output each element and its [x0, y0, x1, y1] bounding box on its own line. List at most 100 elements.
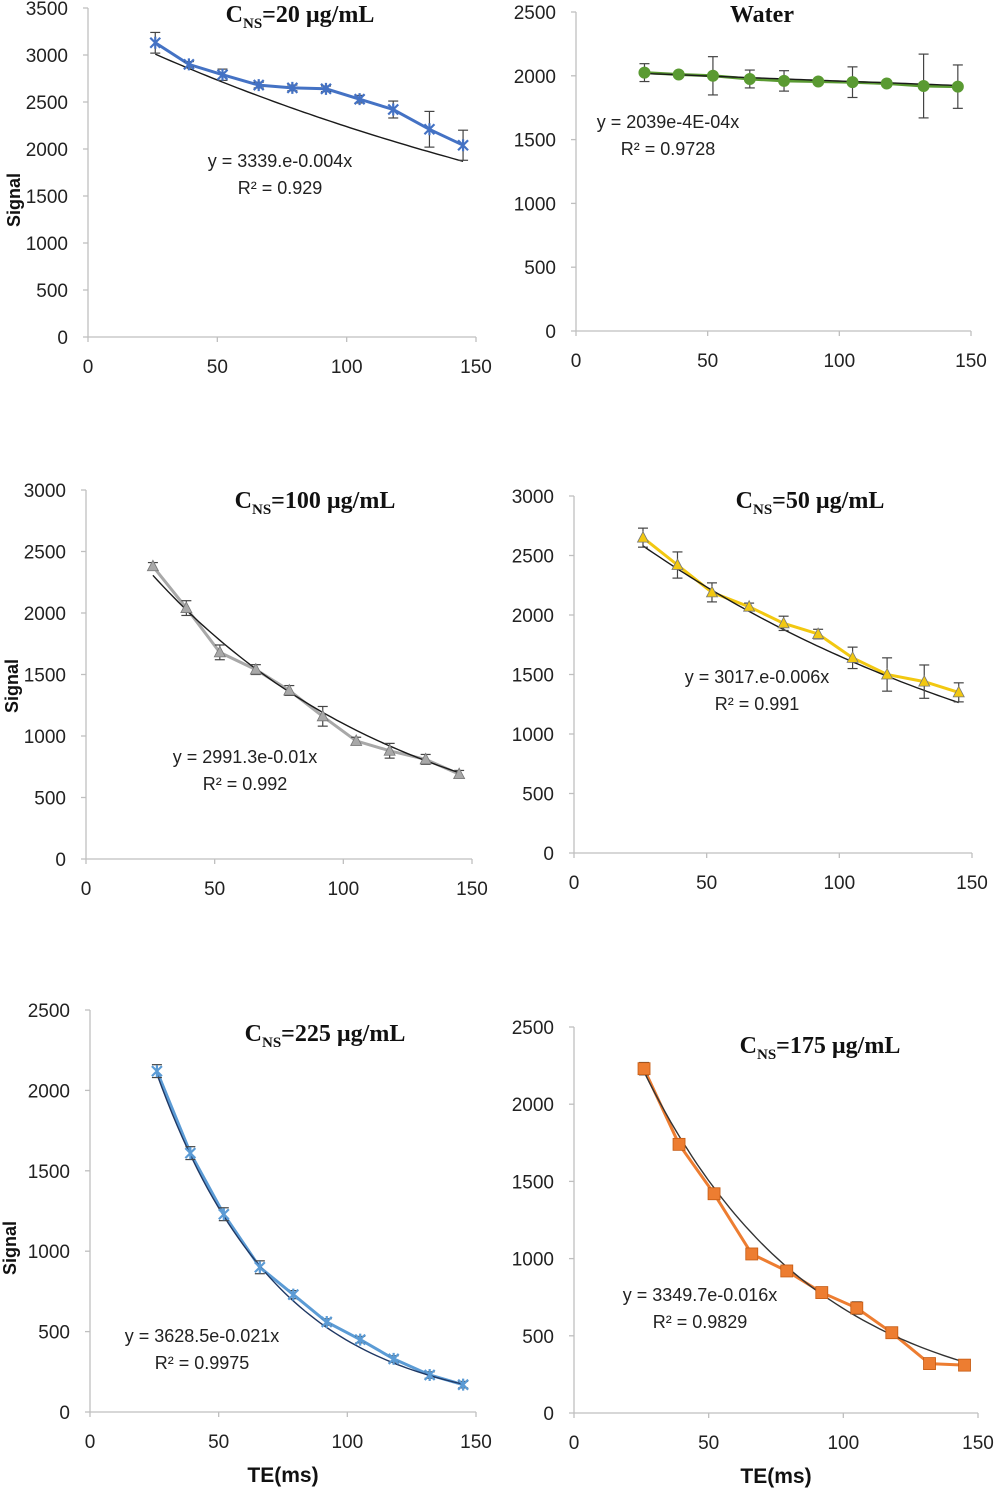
data-point — [354, 1333, 366, 1346]
y-tick-label: 2000 — [512, 606, 554, 627]
data-point — [287, 1288, 300, 1301]
chart-title-rest: =175 µg/mL — [776, 1033, 900, 1059]
series-line — [642, 536, 960, 694]
data-point — [811, 627, 825, 639]
chart-title-subscript: NS — [757, 1047, 776, 1063]
y-tick-label: 0 — [59, 1403, 70, 1424]
chart-title-subscript: NS — [262, 1035, 281, 1051]
y-tick-label: 3000 — [512, 487, 554, 508]
x-tick-label: 0 — [81, 879, 92, 900]
trend-equation: y = 2991.3e-0.01x — [173, 747, 318, 767]
y-tick-label: 2500 — [512, 1018, 554, 1039]
data-point — [423, 1369, 436, 1382]
data-point — [452, 767, 466, 780]
chart-panel-1: 0 500 1000 1500 2000 2500 3000 3500 0 50 100 150 Sig… — [4, 0, 492, 378]
data-point — [350, 734, 363, 746]
data-point — [743, 72, 756, 85]
data-point — [958, 1358, 971, 1372]
chart-title-rest: =100 µg/mL — [271, 488, 395, 514]
data-point — [286, 81, 299, 94]
data-point — [636, 530, 650, 543]
x-tick-label: 50 — [698, 1433, 719, 1454]
y-tick-label: 1500 — [28, 1162, 70, 1183]
chart-panel-2: 0 500 1000 1500 2000 2500 0 50 100 150 Water y = 20… — [514, 2, 987, 372]
chart-title-main: C — [245, 1021, 262, 1047]
x-tick-label: 50 — [207, 357, 228, 378]
x-tick-label: 0 — [569, 873, 580, 894]
x-axis-label: TE(ms) — [247, 1464, 318, 1487]
y-tick-label: 500 — [522, 785, 554, 806]
data-point — [777, 616, 790, 629]
chart-title-main: C — [226, 2, 243, 28]
trend-equation: y = 3349.7e-0.016x — [623, 1285, 778, 1305]
data-point — [180, 601, 193, 613]
chart-title: CNS=100 µg/mL — [235, 488, 396, 518]
y-tick-label: 2000 — [512, 1095, 554, 1116]
y-tick-label: 2500 — [28, 1001, 70, 1022]
y-tick-label: 1500 — [24, 666, 66, 687]
y-tick-label: 1000 — [514, 194, 556, 215]
chart-title-main: C — [736, 488, 753, 514]
data-point — [880, 667, 894, 680]
y-tick-label: 2000 — [26, 140, 68, 161]
y-tick-label: 3000 — [26, 46, 68, 67]
series-line — [151, 565, 460, 776]
data-point — [638, 66, 651, 79]
y-tick-label: 1000 — [24, 727, 66, 748]
data-point — [815, 1286, 829, 1299]
y-tick-label: 3500 — [26, 0, 68, 20]
data-point — [423, 123, 436, 136]
data-point — [146, 559, 160, 572]
r-squared-label: R² = 0.991 — [715, 694, 800, 714]
chart-title: CNS=175 µg/mL — [740, 1033, 901, 1063]
trend-equation: y = 2039e-4E-04x — [597, 112, 740, 132]
data-point — [671, 558, 684, 570]
trend-equation: y = 3339.e-0.004x — [208, 151, 353, 171]
y-tick-label: 500 — [522, 1327, 554, 1348]
data-point — [846, 76, 859, 89]
x-tick-label: 0 — [83, 357, 94, 378]
x-tick-label: 100 — [827, 1433, 859, 1454]
trend-equation: y = 3628.5e-0.021x — [125, 1326, 280, 1346]
chart-panel-6: 0 500 1000 1500 2000 2500 0 50 100 150 TE(ms) CNS=1… — [512, 1018, 994, 1488]
y-tick-label: 2500 — [24, 543, 66, 564]
y-tick-label: 2500 — [26, 93, 68, 114]
data-point — [846, 650, 859, 663]
x-tick-label: 0 — [569, 1433, 580, 1454]
y-tick-label: 2500 — [514, 3, 556, 24]
chart-title-subscript: NS — [252, 502, 271, 518]
trendline — [642, 545, 959, 704]
data-point — [419, 752, 432, 765]
chart-title: CNS=225 µg/mL — [245, 1021, 406, 1051]
data-point — [917, 80, 930, 93]
y-axis-label: Signal — [0, 1221, 20, 1275]
data-point — [918, 674, 931, 687]
chart-panel-5: 0 500 1000 1500 2000 2500 0 50 100 150 Signal TE(ms… — [0, 1001, 492, 1487]
y-tick-label: 0 — [543, 844, 554, 865]
data-point — [387, 1352, 400, 1365]
data-point — [249, 662, 263, 675]
x-tick-label: 100 — [327, 879, 359, 900]
x-tick-label: 150 — [460, 1432, 492, 1453]
data-point — [706, 69, 719, 82]
chart-panel-3: 0 500 1000 1500 2000 2500 3000 0 50 100 150 Signal C… — [2, 481, 488, 900]
x-tick-label: 50 — [208, 1432, 229, 1453]
x-tick-label: 100 — [823, 351, 855, 372]
chart-title-main: C — [740, 1033, 757, 1059]
trendline — [643, 1071, 965, 1363]
x-tick-label: 50 — [696, 873, 717, 894]
data-point — [218, 1208, 230, 1221]
data-point — [387, 103, 400, 116]
data-point — [184, 1147, 197, 1160]
data-point — [880, 77, 893, 90]
data-point — [672, 68, 685, 81]
x-tick-label: 150 — [955, 351, 987, 372]
x-axis-label: TE(ms) — [740, 1465, 811, 1488]
data-point — [213, 645, 226, 658]
r-squared-label: R² = 0.992 — [203, 774, 288, 794]
data-point — [745, 1247, 759, 1261]
data-point — [780, 1264, 794, 1278]
y-tick-label: 500 — [36, 281, 68, 302]
data-point — [672, 1137, 686, 1151]
